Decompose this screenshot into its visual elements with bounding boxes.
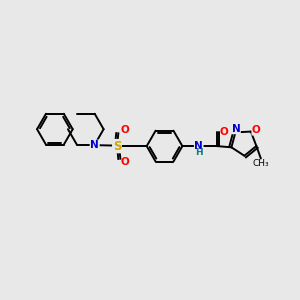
Text: N: N (232, 124, 240, 134)
Text: H: H (195, 148, 202, 157)
Text: O: O (252, 125, 261, 135)
Text: S: S (113, 140, 121, 153)
Text: O: O (121, 125, 129, 135)
Text: O: O (121, 157, 129, 167)
Text: N: N (194, 141, 203, 151)
Text: N: N (90, 140, 99, 150)
Text: O: O (219, 128, 228, 137)
Text: CH₃: CH₃ (253, 159, 269, 168)
